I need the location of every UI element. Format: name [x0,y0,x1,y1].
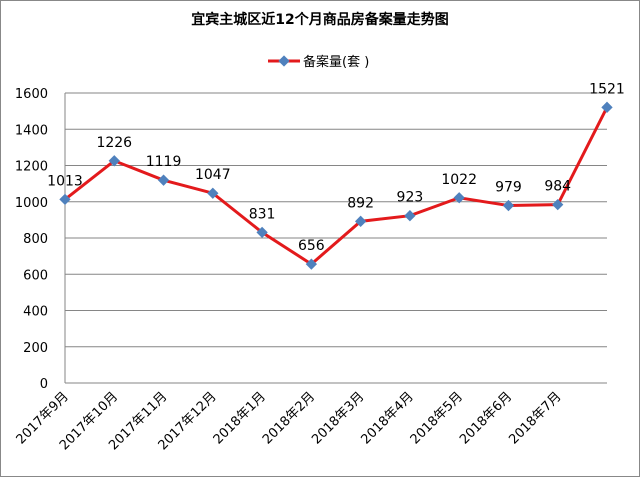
value-label: 923 [397,190,424,206]
point [552,198,564,211]
value-label: 831 [249,206,276,222]
point [207,187,219,199]
series-line [64,106,609,266]
y-tick-label: 400 [23,305,48,320]
point [256,226,268,239]
value-label: 656 [298,238,325,254]
y-tick-label: 1600 [15,87,48,102]
y-tick-label: 0 [40,377,48,392]
value-label: 1022 [441,172,477,188]
point [502,199,515,212]
y-tick-label: 200 [23,341,48,356]
y-tick-label: 1000 [15,196,48,211]
value-label: 1013 [47,173,83,189]
y-tick-label: 1200 [15,160,48,175]
value-label: 1521 [589,81,625,97]
value-label: 979 [495,180,522,196]
y-tick-label: 800 [23,232,48,247]
point [157,174,170,186]
y-tick-label: 1400 [15,123,48,138]
value-label: 1119 [146,154,182,170]
value-label: 984 [544,179,571,195]
value-label: 1226 [96,135,132,151]
legend-label: 备案量(套 ) [303,54,369,70]
y-tick-label: 600 [23,268,48,283]
value-label: 1047 [195,167,231,183]
point [453,192,465,204]
point [305,258,318,270]
chart-title: 宜宾主城区近12个月商品房备案量走势图 [191,11,448,28]
value-label: 892 [347,195,374,211]
legend-marker [278,55,290,67]
point [354,215,367,227]
point [404,210,416,222]
